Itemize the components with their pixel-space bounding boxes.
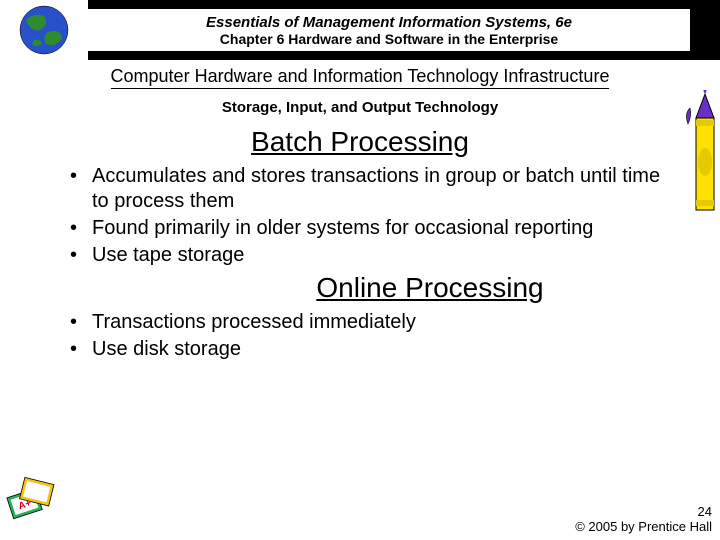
list-item: Use tape storage: [70, 243, 670, 268]
list-item: Found primarily in older systems for occ…: [70, 216, 670, 241]
stamps-icon: A+: [2, 471, 56, 530]
section-heading: Storage, Input, and Output Technology: [0, 99, 720, 116]
topic2-title: Online Processing: [140, 272, 720, 304]
title-block: Essentials of Management Information Sys…: [88, 9, 690, 51]
copyright: © 2005 by Prentice Hall: [575, 519, 712, 534]
list-item: Accumulates and stores transactions in g…: [70, 164, 670, 214]
topic1-bullets: Accumulates and stores transactions in g…: [70, 164, 670, 268]
list-item: Use disk storage: [70, 337, 670, 362]
subtitle-bar: Computer Hardware and Information Techno…: [0, 60, 720, 91]
topic1-title: Batch Processing: [0, 126, 720, 158]
header-bar: Essentials of Management Information Sys…: [0, 0, 720, 60]
subtitle-text: Computer Hardware and Information Techno…: [111, 66, 610, 89]
list-item: Transactions processed immediately: [70, 310, 670, 335]
chapter-title: Chapter 6 Hardware and Software in the E…: [220, 31, 558, 47]
globe-image: [0, 0, 88, 60]
topic2-bullets: Transactions processed immediately Use d…: [70, 310, 670, 362]
footer: 24 © 2005 by Prentice Hall: [575, 504, 712, 534]
book-title: Essentials of Management Information Sys…: [206, 14, 572, 31]
page-number: 24: [575, 504, 712, 519]
crayon-icon: [682, 90, 720, 225]
